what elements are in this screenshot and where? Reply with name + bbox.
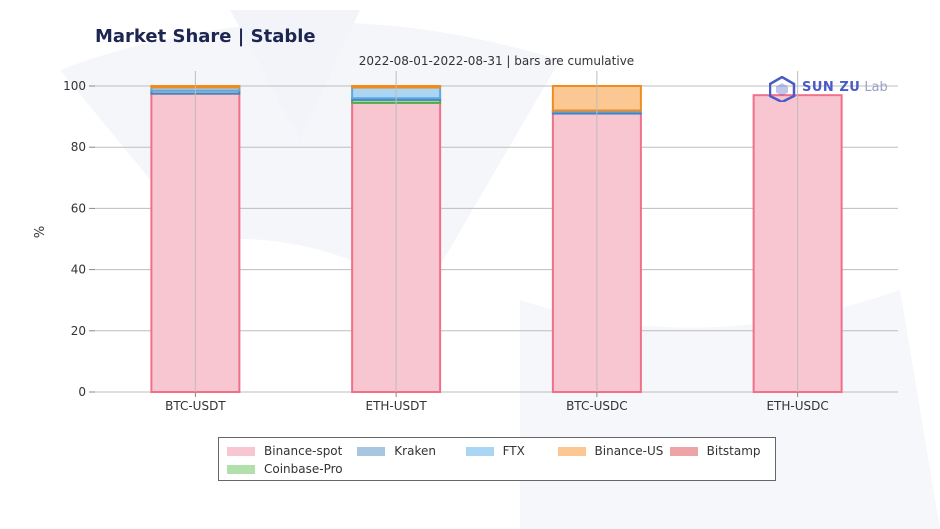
legend-swatch bbox=[357, 446, 386, 456]
chart-subtitle: 2022-08-01-2022-08-31 | bars are cumulat… bbox=[359, 54, 634, 68]
legend-label: Binance-US bbox=[594, 444, 664, 458]
y-axis-label: % bbox=[33, 226, 48, 238]
legend-swatch bbox=[227, 446, 255, 456]
x-tick-label: ETH-USDT bbox=[366, 399, 428, 413]
x-tick-label: BTC-USDC bbox=[566, 399, 628, 413]
y-tick-label: 0 bbox=[78, 385, 86, 399]
legend-label: Binance-spot bbox=[264, 444, 343, 458]
chart-legend: Binance-spot Kraken FTX Binance-US Bitst… bbox=[218, 437, 776, 481]
chart-title: Market Share | Stable bbox=[95, 26, 316, 47]
x-tick-label: ETH-USDC bbox=[766, 399, 828, 413]
legend-item-bitstamp[interactable]: Bitstamp bbox=[669, 444, 775, 458]
legend-swatch bbox=[465, 446, 494, 456]
legend-swatch bbox=[227, 464, 255, 474]
legend-row: Coinbase-Pro bbox=[227, 460, 775, 478]
legend-item-binance-spot[interactable]: Binance-spot bbox=[227, 444, 357, 458]
legend-item-coinbase-pro[interactable]: Coinbase-Pro bbox=[227, 462, 363, 476]
logo-wordmark: SUN ZU Lab bbox=[802, 80, 888, 95]
legend-item-ftx[interactable]: FTX bbox=[465, 444, 558, 458]
legend-label: Coinbase-Pro bbox=[264, 462, 343, 476]
legend-item-kraken[interactable]: Kraken bbox=[357, 444, 465, 458]
logo-brand: SUN ZU bbox=[802, 80, 861, 95]
logo-suffix: Lab bbox=[864, 80, 888, 95]
y-tick-label: 80 bbox=[71, 140, 86, 154]
legend-label: Kraken bbox=[394, 444, 436, 458]
legend-row: Binance-spot Kraken FTX Binance-US Bitst… bbox=[227, 442, 775, 460]
y-tick-label: 40 bbox=[71, 263, 86, 277]
legend-item-binance-us[interactable]: Binance-US bbox=[557, 444, 670, 458]
legend-swatch bbox=[557, 446, 586, 456]
legend-label: FTX bbox=[502, 444, 525, 458]
y-tick-label: 60 bbox=[71, 201, 86, 215]
legend-swatch bbox=[669, 446, 698, 456]
x-tick-label: BTC-USDT bbox=[165, 399, 226, 413]
y-tick-label: 20 bbox=[71, 324, 86, 338]
y-tick-label: 100 bbox=[63, 79, 86, 93]
legend-label: Bitstamp bbox=[706, 444, 761, 458]
sun-zu-logo-icon bbox=[769, 76, 796, 102]
